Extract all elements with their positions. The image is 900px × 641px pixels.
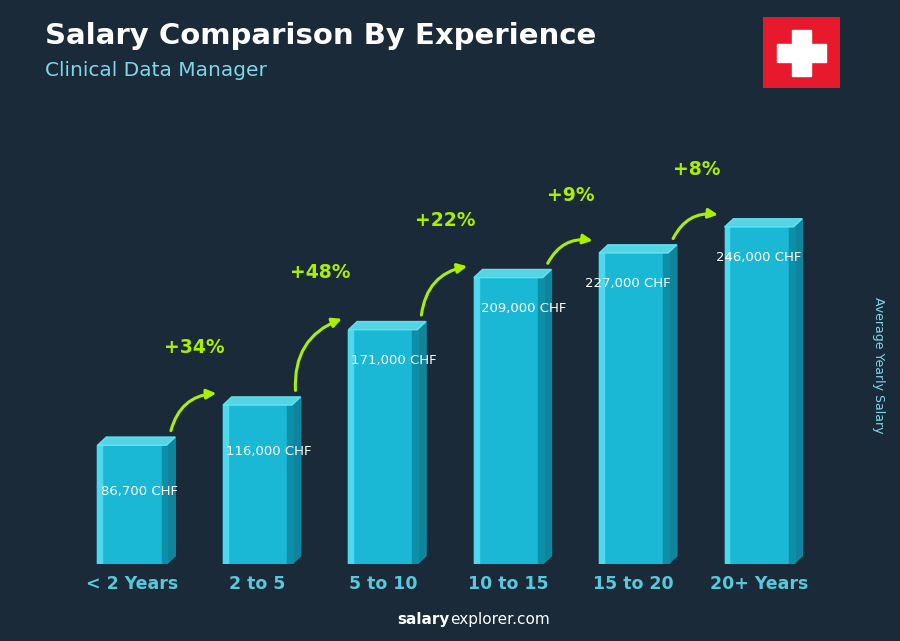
Polygon shape bbox=[724, 219, 802, 227]
Text: 86,700 CHF: 86,700 CHF bbox=[101, 485, 177, 498]
Bar bbox=[792, 29, 811, 76]
Polygon shape bbox=[223, 405, 292, 564]
Polygon shape bbox=[418, 322, 426, 564]
Bar bbox=[777, 44, 826, 62]
Text: +34%: +34% bbox=[165, 338, 225, 358]
Text: salary: salary bbox=[398, 612, 450, 627]
Polygon shape bbox=[348, 329, 418, 564]
Polygon shape bbox=[599, 253, 604, 564]
Polygon shape bbox=[668, 245, 677, 564]
Text: 116,000 CHF: 116,000 CHF bbox=[226, 445, 311, 458]
Polygon shape bbox=[724, 227, 794, 564]
Polygon shape bbox=[348, 329, 353, 564]
Text: 171,000 CHF: 171,000 CHF bbox=[351, 354, 437, 367]
Polygon shape bbox=[166, 437, 176, 564]
Polygon shape bbox=[287, 405, 292, 564]
Polygon shape bbox=[97, 445, 166, 564]
Polygon shape bbox=[599, 245, 677, 253]
Polygon shape bbox=[724, 227, 729, 564]
Polygon shape bbox=[292, 397, 301, 564]
Text: Average Yearly Salary: Average Yearly Salary bbox=[872, 297, 885, 433]
Text: +8%: +8% bbox=[672, 160, 720, 179]
Polygon shape bbox=[473, 278, 479, 564]
Text: explorer.com: explorer.com bbox=[450, 612, 550, 627]
Polygon shape bbox=[538, 278, 543, 564]
Polygon shape bbox=[348, 322, 426, 329]
Text: Salary Comparison By Experience: Salary Comparison By Experience bbox=[45, 22, 596, 51]
Polygon shape bbox=[412, 329, 418, 564]
Text: 209,000 CHF: 209,000 CHF bbox=[481, 301, 566, 315]
Text: +22%: +22% bbox=[415, 211, 476, 230]
Polygon shape bbox=[473, 278, 543, 564]
Polygon shape bbox=[663, 253, 668, 564]
Polygon shape bbox=[473, 269, 552, 278]
Polygon shape bbox=[788, 227, 794, 564]
Polygon shape bbox=[223, 405, 228, 564]
Polygon shape bbox=[543, 269, 552, 564]
Polygon shape bbox=[599, 253, 668, 564]
Text: 227,000 CHF: 227,000 CHF bbox=[584, 277, 670, 290]
Text: +48%: +48% bbox=[290, 263, 350, 282]
Polygon shape bbox=[223, 397, 301, 405]
Polygon shape bbox=[162, 445, 166, 564]
Polygon shape bbox=[794, 219, 802, 564]
Polygon shape bbox=[97, 445, 103, 564]
Polygon shape bbox=[97, 437, 176, 445]
Text: 246,000 CHF: 246,000 CHF bbox=[716, 251, 802, 264]
Text: +9%: +9% bbox=[547, 187, 595, 205]
Text: Clinical Data Manager: Clinical Data Manager bbox=[45, 61, 267, 80]
